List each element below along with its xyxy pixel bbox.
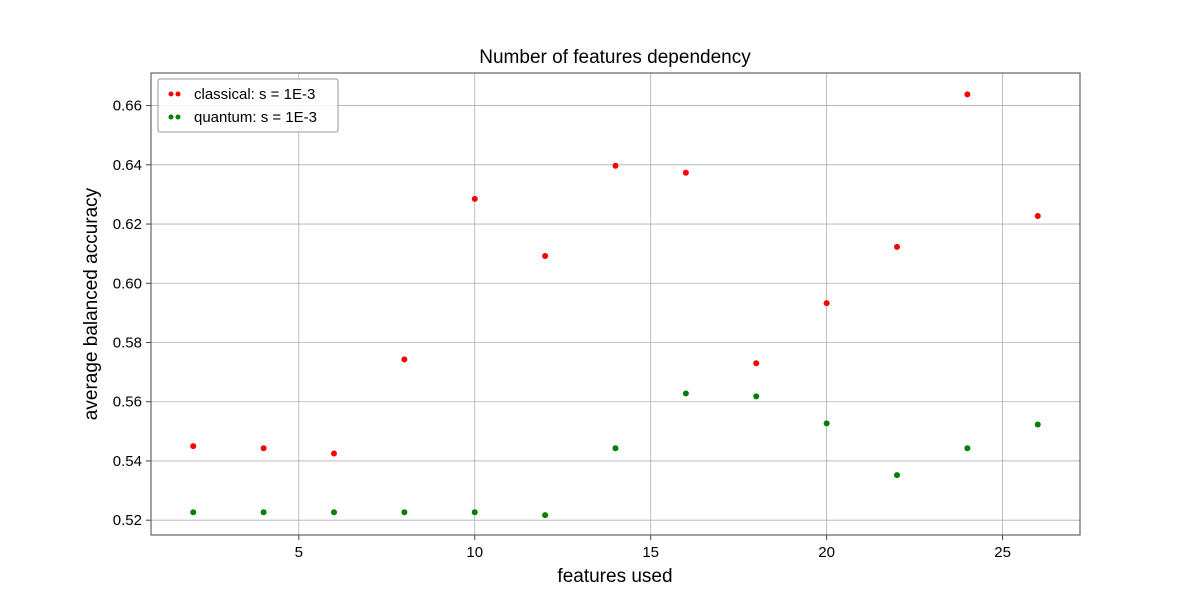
x-tick-label: 10 xyxy=(466,544,483,561)
y-tick-label: 0.56 xyxy=(113,394,142,411)
data-point xyxy=(190,509,197,516)
y-tick-label: 0.58 xyxy=(113,335,142,352)
data-point xyxy=(1034,213,1041,220)
legend-label-quantum: quantum: s = 1E-3 xyxy=(194,109,317,126)
data-point xyxy=(612,162,619,169)
data-point xyxy=(1034,421,1041,428)
chart-title: Number of features dependency xyxy=(479,47,751,68)
legend-marker-quantum xyxy=(175,114,181,120)
legend-marker-classical xyxy=(175,91,181,97)
data-point xyxy=(823,420,830,427)
data-point xyxy=(190,443,197,450)
axis-ticks: 5 10 15 20 25 0.52 0.54 0.56 0.58 0.60 0.62 0.64 0.6… xyxy=(113,98,1011,561)
data-point xyxy=(260,509,267,516)
legend-box xyxy=(157,78,339,133)
x-tick-label: 25 xyxy=(994,544,1011,561)
chart-legend: classical: s = 1E-3 quantum: s = 1E-3 xyxy=(157,78,339,133)
grid-lines xyxy=(151,73,1080,535)
data-point xyxy=(471,509,478,516)
x-axis-label: features used xyxy=(557,566,672,587)
data-point xyxy=(401,356,408,363)
data-point xyxy=(894,243,901,250)
data-points xyxy=(190,91,1041,519)
y-axis-label: average balanced accuracy xyxy=(81,187,102,420)
y-tick-label: 0.54 xyxy=(113,453,142,470)
data-point xyxy=(612,445,619,452)
x-tick-label: 20 xyxy=(818,544,835,561)
data-point xyxy=(542,512,549,519)
data-point xyxy=(330,450,337,457)
data-point xyxy=(682,169,689,176)
plot-area-frame xyxy=(150,72,1081,536)
data-point xyxy=(964,445,971,452)
series-classical xyxy=(190,91,1041,457)
y-tick-label: 0.52 xyxy=(113,512,142,529)
x-tick-label: 15 xyxy=(642,544,659,561)
legend-label-classical: classical: s = 1E-3 xyxy=(194,86,315,103)
legend-marker-quantum xyxy=(168,114,174,120)
y-tick-label: 0.64 xyxy=(113,157,142,174)
x-tick-label: 5 xyxy=(295,544,303,561)
data-point xyxy=(330,509,337,516)
data-point xyxy=(894,472,901,479)
data-point xyxy=(823,300,830,307)
y-tick-label: 0.62 xyxy=(113,216,142,233)
data-point xyxy=(542,253,549,260)
data-point xyxy=(471,195,478,202)
data-point xyxy=(401,509,408,516)
data-point xyxy=(964,91,971,98)
data-point xyxy=(260,445,267,452)
data-point xyxy=(682,390,689,397)
series-quantum xyxy=(190,390,1041,519)
y-tick-label: 0.66 xyxy=(113,98,142,115)
legend-marker-classical xyxy=(168,91,174,97)
data-point xyxy=(753,393,760,400)
y-tick-label: 0.60 xyxy=(113,275,142,292)
data-point xyxy=(753,360,760,367)
